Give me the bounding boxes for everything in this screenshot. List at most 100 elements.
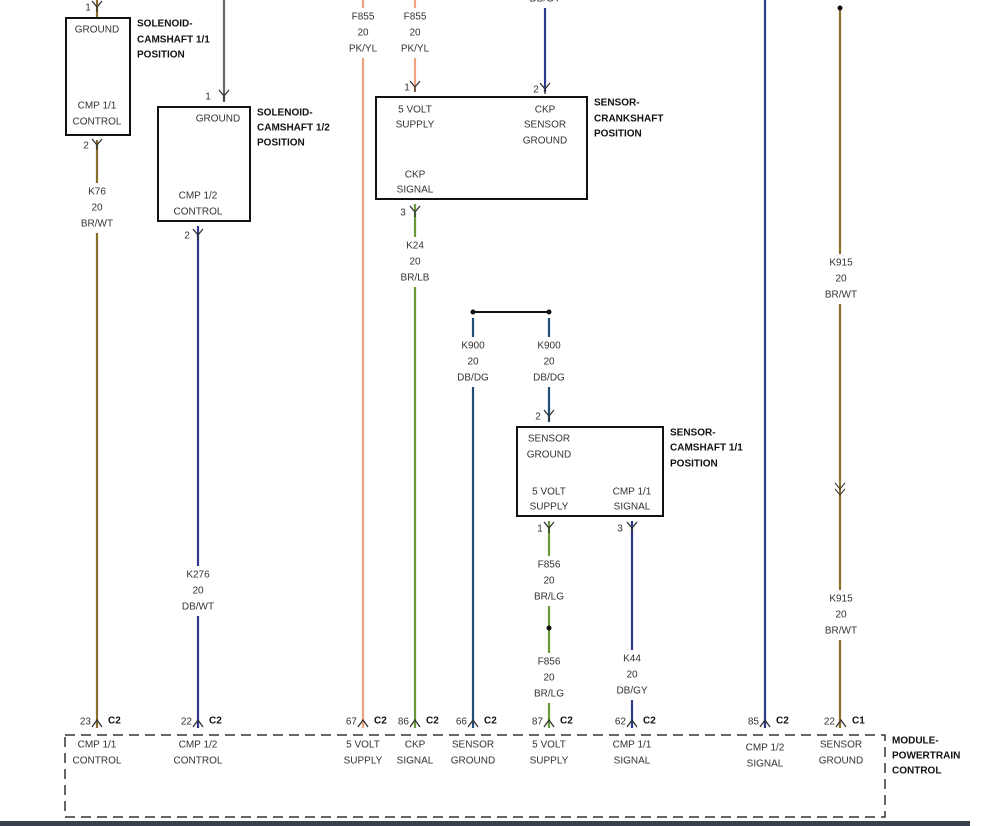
component-box — [157, 106, 251, 222]
module-terminal: CMP 1/2 — [746, 743, 785, 754]
component-name: SOLENOID- — [257, 108, 313, 119]
wire-label: F855 — [352, 12, 375, 23]
label-background — [610, 650, 654, 700]
label-background — [819, 590, 863, 640]
splice-dot — [546, 309, 552, 315]
pin-number: 1 — [85, 3, 91, 14]
splice-dot — [837, 5, 843, 11]
module-terminal: CONTROL — [73, 756, 122, 767]
label-background — [523, 0, 567, 8]
label-background — [527, 556, 571, 606]
wire-label: K44 — [623, 654, 641, 665]
label-background — [341, 8, 385, 58]
module-terminal: CMP 1/2 — [179, 740, 218, 751]
wire-label: BR/LB — [401, 273, 430, 284]
terminal-label: CMP 1/1 — [78, 101, 117, 112]
connector-symbol — [834, 482, 846, 496]
connector-id: C2 — [209, 716, 222, 727]
wire-label: 20 — [626, 670, 638, 681]
label-background — [393, 237, 437, 287]
wire-label: DB/GY — [529, 0, 560, 5]
label-background — [527, 337, 571, 387]
component-name: CAMSHAFT 1/2 — [257, 123, 330, 134]
component-name: CAMSHAFT 1/1 — [670, 443, 743, 454]
terminal-label: CMP 1/1 — [613, 487, 652, 498]
module-terminal: GROUND — [819, 756, 863, 767]
component-name: POSITION — [594, 129, 642, 140]
cavity-number: 62 — [615, 717, 627, 728]
pin-symbol — [409, 80, 421, 92]
label-background — [819, 254, 863, 304]
terminal-label: CONTROL — [73, 117, 122, 128]
wire-label: 20 — [91, 203, 103, 214]
wire-label: 20 — [357, 28, 369, 39]
module-terminal: SUPPLY — [344, 756, 383, 767]
cavity-number: 85 — [748, 717, 760, 728]
module-terminal: CMP 1/1 — [613, 740, 652, 751]
wire-label: K915 — [829, 594, 853, 605]
wire-label: BR/WT — [825, 626, 857, 637]
connector-id: C2 — [776, 716, 789, 727]
connector-id: C2 — [374, 716, 387, 727]
pin-symbol — [835, 718, 847, 728]
connector-id: C2 — [484, 716, 497, 727]
connector-id: C2 — [426, 716, 439, 727]
pin-symbol — [626, 521, 638, 533]
wire-label: K76 — [88, 187, 106, 198]
component-box — [375, 96, 588, 200]
pin-symbol — [409, 205, 421, 217]
cavity-number: 86 — [398, 717, 410, 728]
wire-label: BR/WT — [825, 290, 857, 301]
terminal-label: SIGNAL — [614, 502, 651, 513]
pin-symbol — [543, 521, 555, 533]
wire-label: 20 — [543, 673, 555, 684]
wire-label: F856 — [538, 657, 561, 668]
wire-label: PK/YL — [349, 44, 378, 55]
module-terminal: CONTROL — [174, 756, 223, 767]
wire-label: BR/LG — [534, 592, 564, 603]
terminal-label: SUPPLY — [530, 502, 569, 513]
pin-symbol — [543, 718, 555, 728]
component-name: POSITION — [670, 459, 718, 470]
cavity-number: 22 — [181, 717, 193, 728]
wire-label: K24 — [406, 241, 424, 252]
pin-symbol — [539, 82, 551, 94]
cavity-number: 23 — [80, 717, 92, 728]
wire-label: 20 — [835, 274, 847, 285]
terminal-label: SENSOR — [528, 434, 570, 445]
wire-label: K900 — [461, 341, 485, 352]
module-terminal: SIGNAL — [397, 756, 434, 767]
terminal-label: GROUND — [196, 114, 240, 125]
component-name: CAMSHAFT 1/1 — [137, 35, 210, 46]
pin-symbol — [192, 718, 204, 728]
wire-label: 20 — [409, 28, 421, 39]
pin-symbol — [91, 0, 103, 12]
pin-number: 1 — [205, 92, 211, 103]
label-background — [176, 566, 220, 616]
pin-symbol — [543, 409, 555, 421]
label-background — [393, 8, 437, 58]
pin-number: 2 — [535, 412, 541, 423]
module-terminal: SUPPLY — [530, 756, 569, 767]
module-terminal: GROUND — [451, 756, 495, 767]
component-name: POSITION — [137, 50, 185, 61]
wire-label: DB/DG — [533, 373, 565, 384]
pin-symbol — [357, 718, 369, 728]
wire-label: 20 — [409, 257, 421, 268]
terminal-label: GROUND — [527, 450, 571, 461]
terminal-label: SUPPLY — [396, 120, 435, 131]
wire-label: DB/GY — [616, 686, 647, 697]
component-box — [65, 17, 131, 136]
module-terminal: 5 VOLT — [532, 740, 566, 751]
pin-symbol — [218, 89, 230, 101]
terminal-label: GROUND — [523, 136, 567, 147]
wire-label: 20 — [467, 357, 479, 368]
module-terminal: SENSOR — [452, 740, 494, 751]
terminal-label: CMP 1/2 — [179, 191, 218, 202]
terminal-label: SENSOR — [524, 120, 566, 131]
wire-label: DB/DG — [457, 373, 489, 384]
label-background — [75, 183, 119, 233]
pin-number: 2 — [83, 141, 89, 152]
module-name: POWERTRAIN — [892, 751, 960, 762]
